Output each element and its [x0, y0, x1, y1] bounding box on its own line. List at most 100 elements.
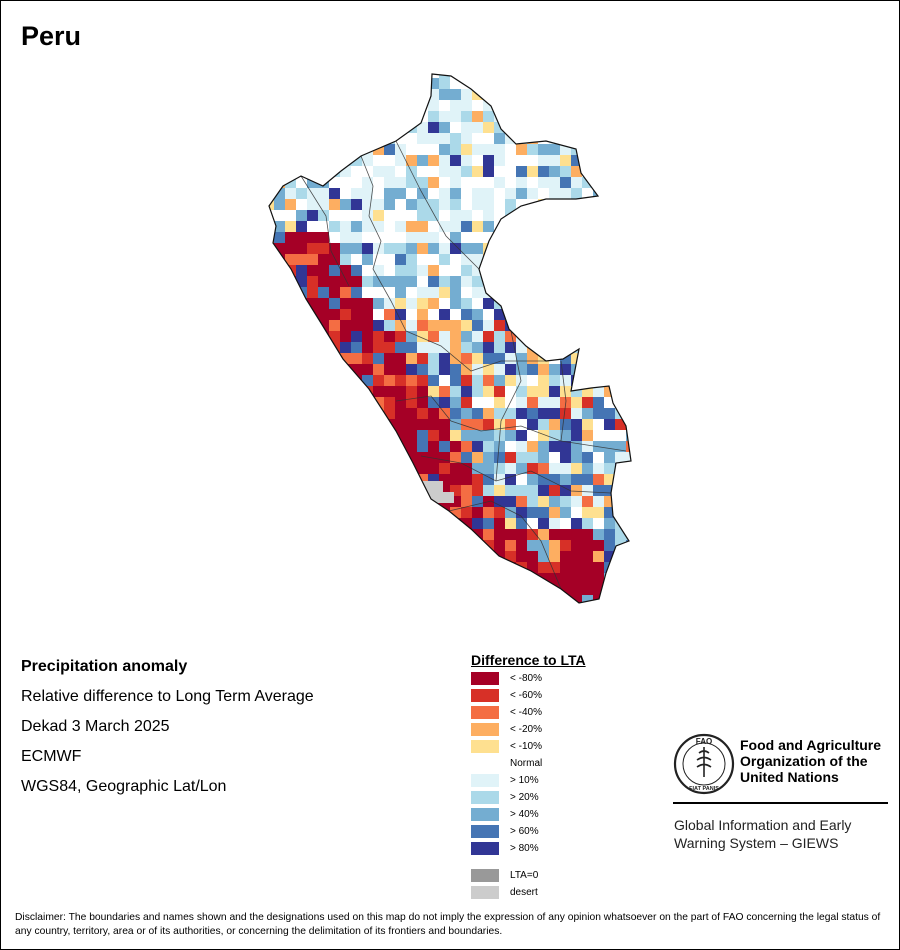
anomaly-pixel	[549, 331, 560, 342]
anomaly-pixel	[505, 232, 516, 243]
anomaly-pixel	[296, 485, 307, 496]
anomaly-pixel	[637, 595, 648, 606]
anomaly-pixel	[626, 496, 631, 507]
anomaly-pixel	[472, 573, 483, 584]
anomaly-pixel	[428, 210, 439, 221]
anomaly-pixel	[428, 342, 439, 353]
anomaly-pixel	[406, 188, 417, 199]
anomaly-pixel	[593, 331, 604, 342]
anomaly-pixel	[538, 320, 549, 331]
anomaly-pixel	[296, 166, 307, 177]
anomaly-pixel	[637, 166, 648, 177]
anomaly-pixel	[626, 397, 631, 408]
data-source: ECMWF	[21, 748, 82, 765]
anomaly-pixel	[472, 78, 483, 89]
anomaly-pixel	[461, 485, 472, 496]
anomaly-pixel	[516, 551, 527, 562]
anomaly-pixel	[406, 342, 417, 353]
anomaly-pixel	[269, 177, 274, 188]
anomaly-pixel	[373, 562, 384, 573]
anomaly-pixel	[593, 111, 604, 122]
anomaly-pixel	[450, 573, 461, 584]
anomaly-pixel	[417, 540, 428, 551]
anomaly-pixel	[296, 584, 307, 595]
anomaly-pixel	[351, 551, 362, 562]
anomaly-pixel	[615, 496, 626, 507]
anomaly-pixel	[417, 606, 428, 617]
anomaly-pixel	[472, 606, 483, 617]
anomaly-pixel	[439, 595, 450, 603]
anomaly-pixel	[560, 331, 571, 342]
anomaly-pixel	[472, 386, 483, 397]
anomaly-pixel	[626, 177, 631, 188]
anomaly-pixel	[593, 397, 604, 408]
anomaly-pixel	[329, 188, 340, 199]
anomaly-pixel	[428, 331, 439, 342]
anomaly-pixel	[472, 518, 483, 529]
anomaly-pixel	[373, 430, 384, 441]
anomaly-pixel	[615, 573, 626, 584]
anomaly-pixel	[527, 595, 538, 603]
anomaly-pixel	[637, 353, 648, 364]
anomaly-pixel	[549, 408, 560, 419]
anomaly-pixel	[269, 287, 274, 298]
anomaly-pixel	[560, 551, 571, 562]
legend-row: < -10%	[471, 740, 586, 757]
anomaly-pixel	[615, 177, 626, 188]
anomaly-pixel	[516, 540, 527, 551]
anomaly-pixel	[307, 287, 318, 298]
anomaly-pixel	[406, 408, 417, 419]
anomaly-pixel	[318, 452, 329, 463]
anomaly-pixel	[582, 364, 593, 375]
anomaly-pixel	[362, 595, 373, 603]
anomaly-pixel	[538, 551, 549, 562]
anomaly-pixel	[384, 342, 395, 353]
anomaly-pixel	[604, 320, 615, 331]
anomaly-pixel	[505, 100, 516, 111]
anomaly-pixel	[307, 529, 318, 540]
anomaly-pixel	[384, 232, 395, 243]
map-legend: Difference to LTA < -80% < -60% < -40% < -2…	[471, 652, 586, 903]
anomaly-pixel	[296, 265, 307, 276]
anomaly-pixel	[461, 474, 472, 485]
anomaly-pixel	[538, 265, 549, 276]
anomaly-pixel	[406, 232, 417, 243]
anomaly-pixel	[439, 287, 450, 298]
anomaly-pixel	[593, 254, 604, 265]
anomaly-pixel	[269, 474, 274, 485]
anomaly-pixel	[285, 155, 296, 166]
anomaly-pixel	[362, 441, 373, 452]
anomaly-pixel	[450, 430, 461, 441]
anomaly-pixel	[285, 441, 296, 452]
anomaly-pixel	[285, 254, 296, 265]
anomaly-pixel	[527, 111, 538, 122]
anomaly-pixel	[461, 375, 472, 386]
anomaly-pixel	[560, 221, 571, 232]
anomaly-pixel	[406, 496, 417, 507]
anomaly-pixel	[494, 210, 505, 221]
anomaly-pixel	[269, 155, 274, 166]
anomaly-pixel	[527, 166, 538, 177]
anomaly-pixel	[362, 188, 373, 199]
anomaly-pixel	[329, 584, 340, 595]
anomaly-pixel	[307, 166, 318, 177]
anomaly-pixel	[538, 298, 549, 309]
anomaly-pixel	[329, 606, 340, 617]
anomaly-pixel	[269, 89, 274, 100]
anomaly-pixel	[417, 529, 428, 540]
anomaly-pixel	[516, 353, 527, 364]
anomaly-pixel	[307, 375, 318, 386]
anomaly-pixel	[637, 67, 648, 78]
anomaly-pixel	[285, 551, 296, 562]
anomaly-pixel	[329, 199, 340, 210]
anomaly-pixel	[373, 397, 384, 408]
anomaly-pixel	[615, 78, 626, 89]
anomaly-pixel	[483, 298, 494, 309]
anomaly-pixel	[285, 210, 296, 221]
anomaly-pixel	[395, 573, 406, 584]
anomaly-pixel	[538, 507, 549, 518]
anomaly-pixel	[340, 210, 351, 221]
anomaly-pixel	[373, 155, 384, 166]
anomaly-pixel	[384, 397, 395, 408]
anomaly-pixel	[274, 408, 285, 419]
